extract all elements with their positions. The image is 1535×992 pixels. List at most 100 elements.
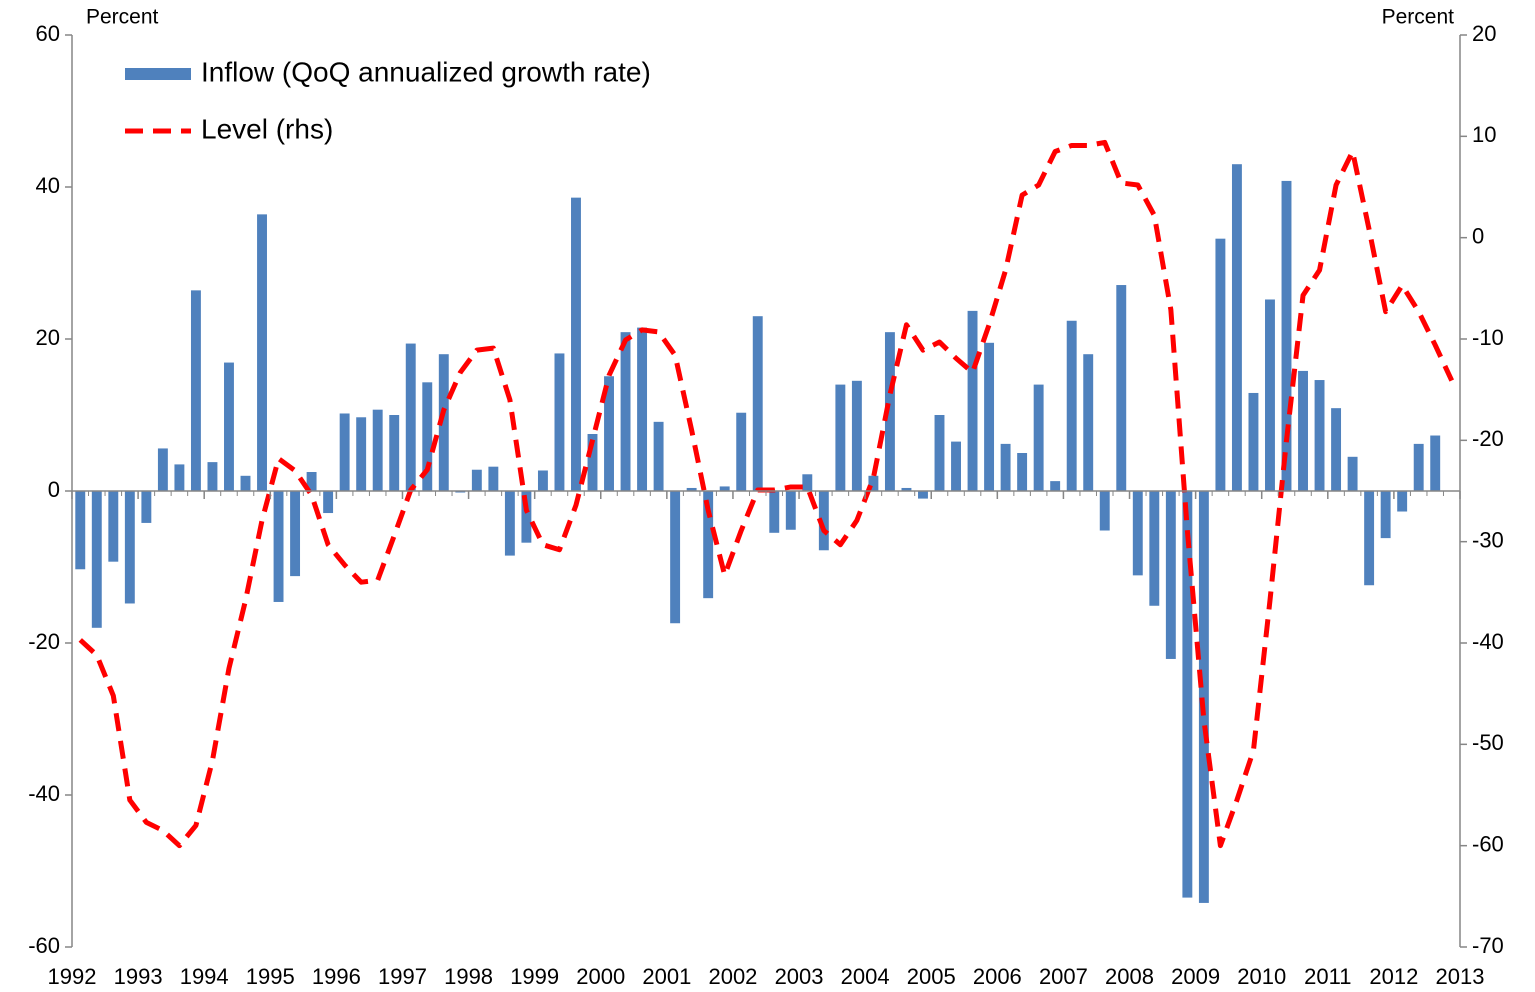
y2-tick-label: -40 (1472, 629, 1504, 654)
bar (1397, 491, 1408, 512)
y-tick-label: -20 (28, 629, 60, 654)
y2-tick-label: 0 (1472, 223, 1484, 248)
x-tick-label: 1998 (444, 964, 493, 989)
bar (703, 491, 714, 599)
y2-axis-label: Percent (1382, 6, 1455, 29)
bar (1198, 491, 1209, 903)
y-tick-label: 20 (36, 325, 60, 350)
x-tick-label: 1994 (180, 964, 229, 989)
x-tick-label: 2002 (708, 964, 757, 989)
x-tick-label: 1996 (312, 964, 361, 989)
bar (604, 376, 614, 491)
bar (257, 214, 267, 492)
bar (1116, 285, 1127, 491)
bar (1215, 238, 1226, 491)
x-tick-label: 2003 (775, 964, 824, 989)
bar (157, 448, 168, 491)
bar (719, 486, 730, 491)
x-tick-label: 2005 (907, 964, 956, 989)
legend-label: Inflow (QoQ annualized growth rate) (201, 56, 651, 87)
bar (471, 469, 482, 491)
y2-tick-label: -60 (1472, 831, 1504, 856)
y2-tick-label: -50 (1472, 730, 1504, 755)
bar (240, 475, 251, 491)
bar (75, 491, 86, 570)
bar (769, 491, 780, 533)
bar (405, 343, 416, 491)
bar (290, 491, 301, 577)
y2-tick-label: -70 (1472, 933, 1504, 958)
bar (1033, 384, 1044, 491)
x-tick-label: 1999 (510, 964, 559, 989)
bar (1000, 443, 1011, 491)
bar (1380, 491, 1391, 539)
bar (967, 310, 978, 491)
bar (273, 491, 284, 602)
bar (1314, 380, 1325, 491)
x-tick-label: 2012 (1369, 964, 1418, 989)
bar (984, 342, 995, 491)
bar (752, 316, 763, 491)
bar (686, 487, 697, 491)
bar (868, 475, 879, 491)
bar (1099, 491, 1110, 531)
bar (124, 491, 135, 604)
y-tick-label: 60 (36, 21, 60, 46)
legend-label: Level (rhs) (201, 113, 333, 144)
y-tick-label: 40 (36, 173, 60, 198)
bar (884, 332, 895, 491)
bar (934, 415, 945, 491)
x-tick-label: 1997 (378, 964, 427, 989)
bar (1083, 354, 1094, 491)
bar (1265, 299, 1275, 491)
bar (901, 487, 912, 491)
legend-swatch (125, 68, 191, 80)
bar (1298, 370, 1308, 491)
y-tick-label: -40 (28, 781, 60, 806)
x-tick-label: 1992 (48, 964, 97, 989)
bar (571, 197, 581, 491)
x-tick-label: 2007 (1039, 964, 1088, 989)
y2-tick-label: 20 (1472, 21, 1496, 46)
y-tick-label: 0 (48, 477, 60, 502)
y2-tick-label: 10 (1472, 122, 1496, 147)
bar (653, 421, 664, 491)
y2-tick-label: -20 (1472, 426, 1504, 451)
y2-tick-label: -30 (1472, 527, 1504, 552)
bar (1248, 392, 1259, 491)
bar (174, 464, 185, 491)
bar (1066, 320, 1077, 491)
bar (1281, 180, 1292, 492)
y2-tick-label: -10 (1472, 325, 1504, 350)
bar (455, 491, 466, 493)
x-tick-label: 2008 (1105, 964, 1154, 989)
bar (141, 491, 152, 523)
bar (1364, 491, 1375, 586)
bar (637, 327, 648, 491)
bar (1017, 453, 1028, 491)
bar (190, 290, 201, 491)
bar (108, 491, 119, 562)
x-tick-label: 2000 (576, 964, 625, 989)
bar (1149, 491, 1160, 606)
bar (1165, 491, 1176, 659)
y-axis-label: Percent (86, 6, 159, 29)
bar (323, 491, 334, 514)
bar (835, 384, 846, 491)
bar (1182, 491, 1193, 898)
bar (372, 409, 383, 491)
bar (389, 415, 400, 491)
bar (422, 382, 433, 491)
bar (587, 434, 598, 491)
bar (1331, 408, 1342, 491)
x-tick-label: 2009 (1171, 964, 1220, 989)
x-tick-label: 1993 (114, 964, 163, 989)
bar (1132, 491, 1143, 576)
bar (339, 413, 350, 491)
bar (1050, 481, 1061, 491)
bar (851, 380, 862, 491)
bar (91, 491, 102, 628)
x-tick-label: 1995 (246, 964, 295, 989)
bar (224, 362, 234, 491)
